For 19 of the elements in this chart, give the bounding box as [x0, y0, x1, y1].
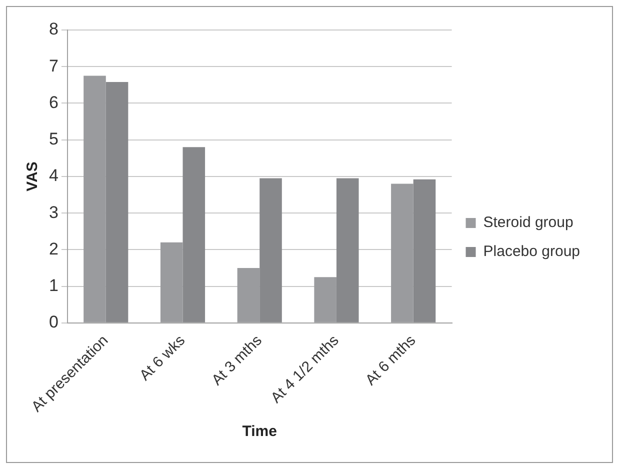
y-tick-label: 0	[48, 312, 58, 332]
y-tick-label: 3	[48, 202, 58, 222]
y-tick-label: 5	[48, 130, 58, 149]
bar	[106, 82, 128, 322]
legend-label: Placebo group	[483, 243, 580, 260]
y-tick-label: 8	[48, 20, 58, 39]
y-tick-label: 7	[48, 56, 58, 76]
y-tick-label: 4	[48, 166, 58, 186]
bar	[260, 178, 282, 322]
bar	[182, 147, 206, 322]
y-axis-title: VAS	[24, 162, 42, 192]
y-tick-label: 2	[48, 239, 58, 258]
y-tick-label: 1	[48, 276, 58, 295]
y-tick-label: 6	[48, 92, 58, 112]
bar	[336, 178, 359, 322]
legend-label: Steroid group	[483, 214, 574, 232]
x-tick-label: At 6 wks	[136, 332, 189, 384]
x-axis-title: Time	[242, 423, 277, 440]
bar	[413, 179, 436, 322]
